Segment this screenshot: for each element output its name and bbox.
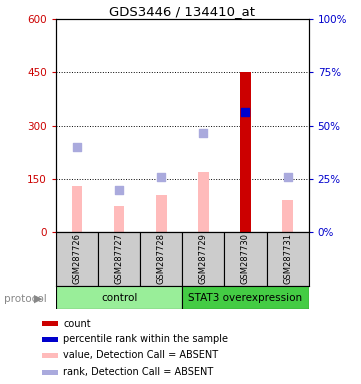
Text: protocol: protocol	[4, 294, 46, 304]
Bar	[98, 232, 140, 286]
Bar	[43, 337, 58, 342]
Point	[243, 109, 248, 115]
Text: GSM287727: GSM287727	[115, 233, 123, 284]
Bar	[282, 200, 293, 232]
Point	[158, 174, 164, 180]
Bar	[225, 232, 266, 286]
Bar	[43, 353, 58, 358]
Text: GSM287729: GSM287729	[199, 233, 208, 283]
Text: GSM287726: GSM287726	[73, 233, 82, 284]
Bar	[43, 370, 58, 375]
Text: percentile rank within the sample: percentile rank within the sample	[64, 334, 229, 344]
Point	[285, 174, 291, 180]
Text: count: count	[64, 319, 91, 329]
Bar	[56, 286, 182, 309]
Point	[74, 144, 80, 150]
Bar	[182, 232, 225, 286]
Text: rank, Detection Call = ABSENT: rank, Detection Call = ABSENT	[64, 367, 214, 377]
Point	[200, 130, 206, 136]
Bar	[56, 232, 98, 286]
Bar	[140, 232, 182, 286]
Text: GSM287731: GSM287731	[283, 233, 292, 284]
Bar	[198, 172, 209, 232]
Text: GSM287730: GSM287730	[241, 233, 250, 284]
Text: control: control	[101, 293, 137, 303]
Text: ▶: ▶	[34, 294, 43, 304]
Bar	[114, 206, 125, 232]
Title: GDS3446 / 134410_at: GDS3446 / 134410_at	[109, 5, 255, 18]
Bar	[240, 73, 251, 232]
Bar	[182, 286, 309, 309]
Bar	[156, 195, 166, 232]
Text: GSM287728: GSM287728	[157, 233, 166, 284]
Bar	[266, 232, 309, 286]
Point	[116, 187, 122, 193]
Text: value, Detection Call = ABSENT: value, Detection Call = ABSENT	[64, 350, 218, 360]
Bar	[43, 321, 58, 326]
Bar	[72, 186, 82, 232]
Text: STAT3 overexpression: STAT3 overexpression	[188, 293, 303, 303]
